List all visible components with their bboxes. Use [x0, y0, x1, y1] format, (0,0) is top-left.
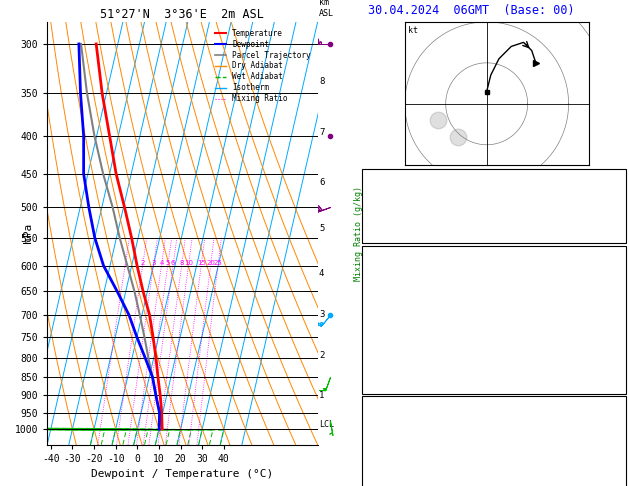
Text: 5: 5 [165, 260, 170, 266]
Text: 2: 2 [140, 260, 145, 266]
Text: 4: 4 [319, 269, 325, 278]
Text: 0: 0 [615, 357, 621, 367]
Text: 3: 3 [151, 260, 156, 266]
Text: Pressure (mb): Pressure (mb) [367, 422, 443, 433]
Text: 45: 45 [609, 204, 621, 214]
Text: 0: 0 [615, 378, 621, 388]
Text: LCL: LCL [319, 420, 334, 429]
Text: ASL: ASL [319, 9, 334, 17]
Text: 6: 6 [171, 260, 175, 266]
Bar [362, 396, 626, 486]
Text: 750: 750 [603, 422, 621, 433]
Text: 20: 20 [206, 260, 215, 266]
Text: 4: 4 [159, 260, 164, 266]
Text: 15: 15 [197, 260, 206, 266]
Text: 1: 1 [319, 391, 325, 399]
Text: 11.5: 11.5 [597, 272, 621, 282]
Text: 7: 7 [319, 128, 325, 137]
Text: hPa: hPa [23, 223, 33, 243]
Title: 51°27'N  3°36'E  2m ASL: 51°27'N 3°36'E 2m ASL [101, 8, 264, 21]
Text: Lifted Index: Lifted Index [367, 336, 437, 346]
Text: km: km [319, 0, 329, 7]
Text: Dewp (°C): Dewp (°C) [367, 294, 420, 303]
Text: 10: 10 [184, 260, 193, 266]
Text: Surface: Surface [473, 251, 515, 261]
Text: Totals Totals: Totals Totals [367, 204, 443, 214]
Text: 6: 6 [319, 177, 325, 187]
Text: 2.29: 2.29 [597, 228, 621, 239]
Text: K: K [367, 179, 373, 189]
X-axis label: Dewpoint / Temperature (°C): Dewpoint / Temperature (°C) [91, 469, 274, 479]
Text: Lifted Index: Lifted Index [367, 465, 437, 475]
Text: θₑ (K): θₑ (K) [367, 444, 402, 453]
Bar [362, 245, 626, 394]
Text: PW (cm): PW (cm) [367, 228, 408, 239]
Text: kt: kt [408, 26, 418, 35]
Text: 5: 5 [615, 465, 621, 475]
Text: Temp (°C): Temp (°C) [367, 272, 420, 282]
Text: 2: 2 [319, 351, 325, 360]
Text: 24: 24 [609, 179, 621, 189]
Text: CAPE (J): CAPE (J) [367, 357, 414, 367]
Text: 5: 5 [319, 225, 325, 233]
Text: 8: 8 [179, 260, 184, 266]
Text: 3: 3 [319, 311, 325, 319]
Text: 25: 25 [214, 260, 222, 266]
Text: θₑ(K): θₑ(K) [367, 314, 396, 325]
Text: 304: 304 [603, 314, 621, 325]
Text: Most Unstable: Most Unstable [455, 401, 532, 411]
Text: 30.04.2024  06GMT  (Base: 00): 30.04.2024 06GMT (Base: 00) [368, 4, 574, 17]
Text: © weatheronline.co.uk: © weatheronline.co.uk [437, 434, 550, 443]
Text: 1: 1 [123, 260, 127, 266]
Text: 7: 7 [615, 336, 621, 346]
Legend: Temperature, Dewpoint, Parcel Trajectory, Dry Adiabat, Wet Adiabat, Isotherm, Mi: Temperature, Dewpoint, Parcel Trajectory… [211, 26, 314, 106]
Text: 306: 306 [603, 444, 621, 453]
Text: 10.1: 10.1 [597, 294, 621, 303]
Text: CIN (J): CIN (J) [367, 378, 408, 388]
Bar [362, 170, 626, 243]
Text: Mixing Ratio (g/kg): Mixing Ratio (g/kg) [354, 186, 363, 281]
Text: 8: 8 [319, 77, 325, 86]
